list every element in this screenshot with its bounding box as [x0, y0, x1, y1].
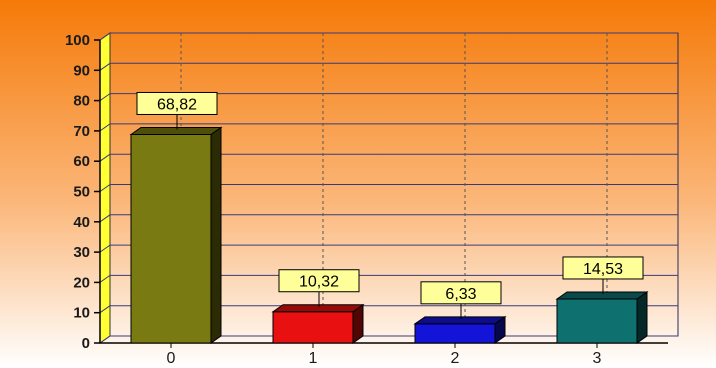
y-tick-label: 50 [73, 184, 90, 201]
bar-side [210, 126, 222, 344]
bars [129, 126, 649, 344]
y-tick-label: 0 [82, 335, 90, 352]
bar-top [555, 291, 649, 300]
gridline-y-depth [99, 335, 111, 344]
bar-front [556, 298, 638, 344]
gridline-y-depth [99, 93, 111, 102]
y-tick-label: 40 [73, 214, 90, 231]
bar-front [130, 133, 212, 344]
x-tick-label: 1 [309, 350, 318, 367]
gridline-y-depth [99, 123, 111, 132]
bar-top [129, 126, 223, 135]
gridline-y-depth [99, 62, 111, 71]
y-tick-label: 20 [73, 274, 90, 291]
gridline-y-depth [99, 214, 111, 223]
bar-front [414, 323, 496, 344]
bar-front [272, 311, 354, 344]
bar-3 [555, 291, 649, 344]
y-tick-label: 30 [73, 244, 90, 261]
data-label: 6,33 [445, 286, 476, 303]
data-label: 10,32 [299, 274, 339, 291]
y-tick-label: 70 [73, 123, 90, 140]
gridline-y-depth [99, 305, 111, 314]
y-axis: 0 10 20 30 40 50 60 70 80 90 100 [65, 32, 101, 352]
gridline-y-depth [99, 184, 111, 192]
bar-2 [413, 315, 507, 344]
y-tick-label: 90 [73, 62, 90, 79]
gridline-y-depth [99, 32, 111, 41]
y-tick-label: 60 [73, 153, 90, 170]
y-tick-label: 80 [73, 93, 90, 110]
bar-1 [271, 303, 365, 344]
data-label-box [420, 281, 502, 305]
bar-side [636, 291, 648, 344]
data-label-box [136, 91, 218, 115]
bar-top [271, 304, 365, 313]
bar-0 [129, 126, 223, 344]
gridline-y-depth [99, 153, 111, 162]
data-label-box [562, 256, 644, 280]
x-tick-label: 2 [451, 350, 460, 367]
y-tick-label: 10 [73, 305, 90, 322]
data-label: 68,82 [157, 96, 197, 113]
x-tick-label: 0 [167, 350, 176, 367]
y-tick-label: 100 [65, 32, 90, 49]
x-tick-label: 3 [593, 350, 602, 367]
data-label: 14,53 [583, 261, 623, 278]
bar-top [413, 316, 507, 325]
data-label-box [278, 269, 360, 293]
gridline-y-depth [99, 274, 111, 283]
data-labels: 68,82 10,32 6,33 14,53 [136, 91, 644, 319]
gridline-y-depth [99, 244, 111, 253]
